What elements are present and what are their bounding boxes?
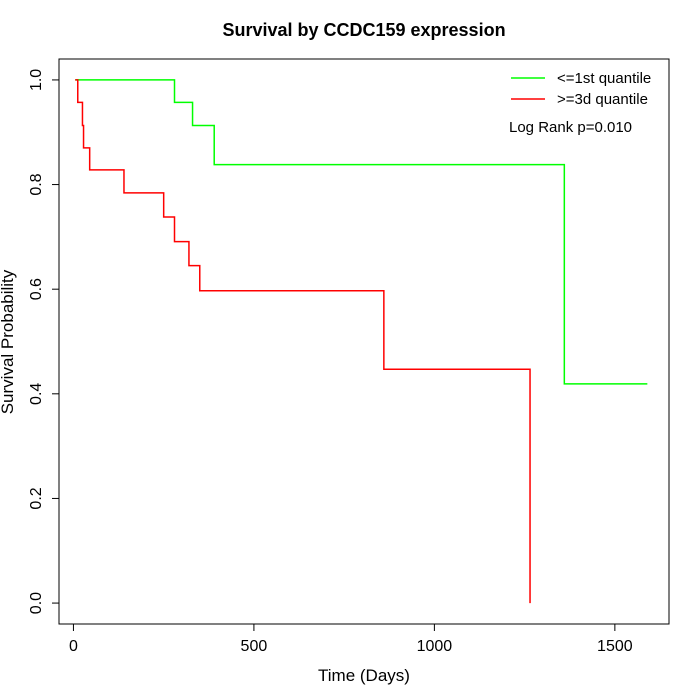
- x-axis-label: Time (Days): [318, 666, 410, 685]
- y-tick-label: 0.6: [28, 278, 45, 300]
- plot-frame: [58, 58, 670, 625]
- series-line-high-expression: [75, 79, 531, 604]
- legend-label-high: >=3d quantile: [557, 91, 648, 108]
- series-line-low-expression: [75, 79, 648, 385]
- x-axis: 0 500 1000 1500: [69, 623, 633, 655]
- x-tick-label: 1000: [417, 638, 453, 655]
- y-tick-label: 0.0: [28, 592, 45, 614]
- chart-title: Survival by CCDC159 expression: [222, 20, 505, 40]
- x-tick-label: 500: [241, 638, 268, 655]
- x-tick-label: 1500: [597, 638, 633, 655]
- legend-label-low: <=1st quantile: [557, 70, 651, 87]
- y-tick-label: 0.2: [28, 487, 45, 509]
- x-tick-label: 0: [69, 638, 78, 655]
- y-tick-label: 1.0: [28, 69, 45, 91]
- log-rank-annotation: Log Rank p=0.010: [509, 119, 632, 136]
- y-tick-label: 0.8: [28, 173, 45, 195]
- series-layer: [75, 79, 648, 604]
- y-tick-label: 0.4: [28, 383, 45, 405]
- y-axis-label: Survival Probability: [0, 269, 17, 414]
- legend: <=1st quantile >=3d quantile Log Rank p=…: [509, 70, 651, 136]
- y-axis: 0.0 0.2 0.4 0.6 0.8 1.0: [28, 69, 60, 614]
